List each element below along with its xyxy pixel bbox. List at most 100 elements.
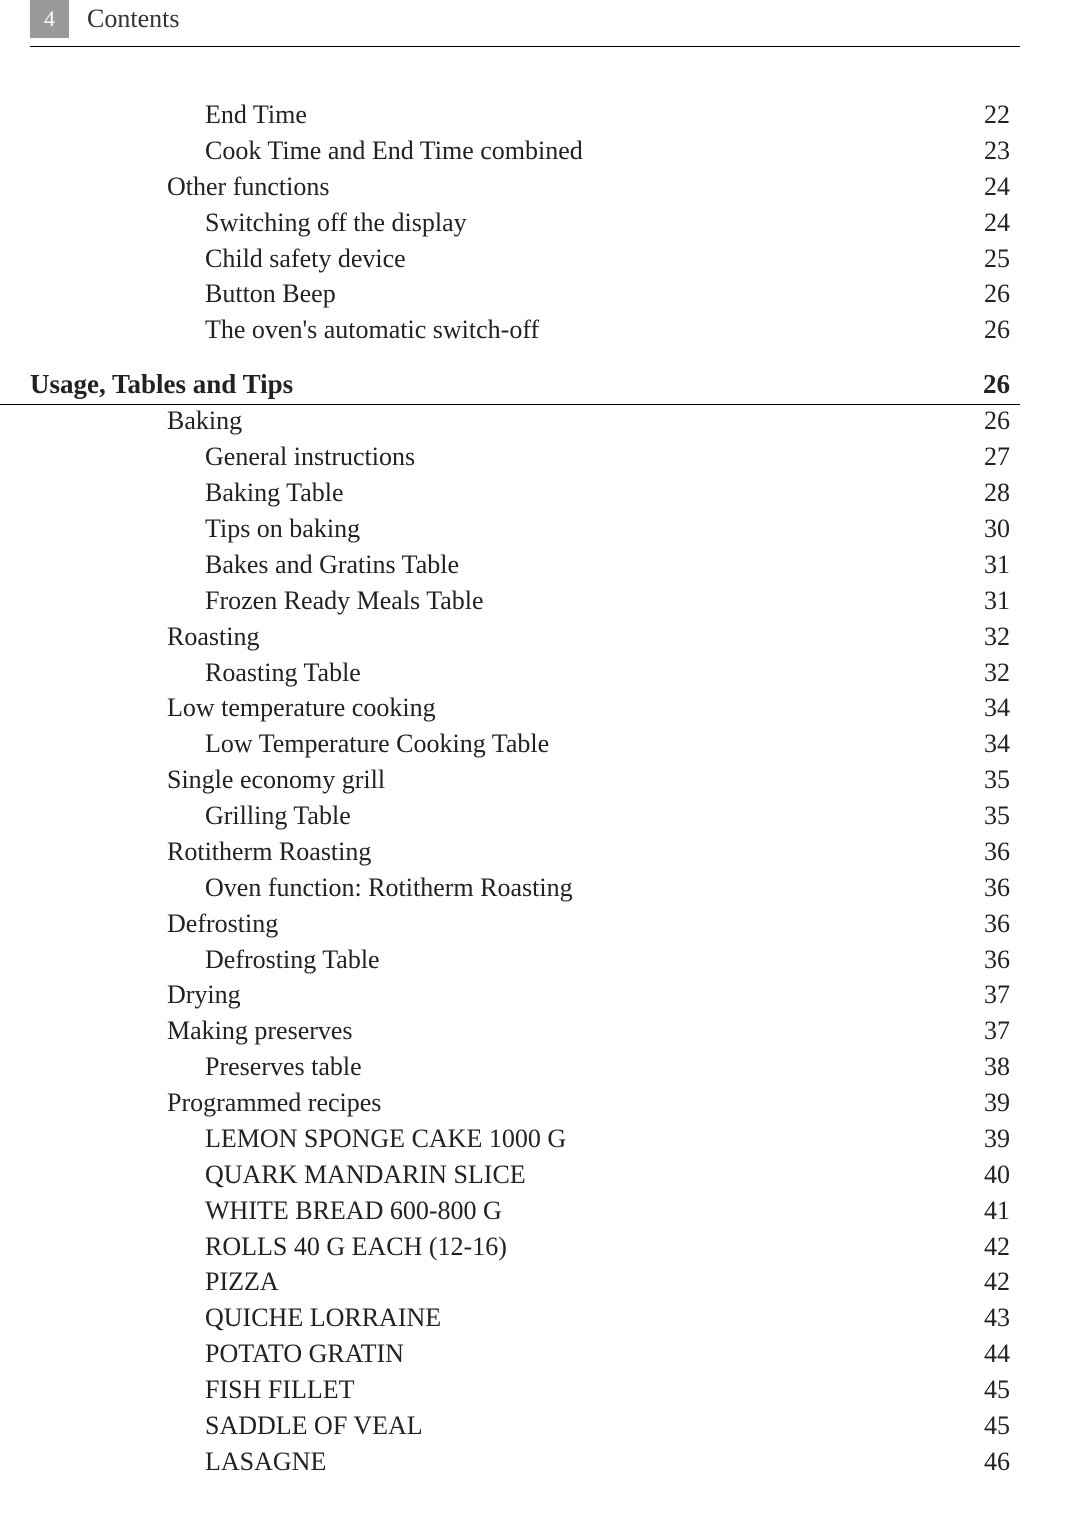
- toc-entry-label: Tips on baking: [205, 511, 970, 547]
- toc-pre-section: End Time22Cook Time and End Time combine…: [95, 97, 1010, 348]
- toc-row: POTATO GRATIN44: [95, 1336, 1010, 1372]
- toc-entry-label: Oven function: Rotitherm Roasting: [205, 870, 970, 906]
- toc-row: QUICHE LORRAINE43: [95, 1300, 1010, 1336]
- toc-entry-page: 42: [970, 1229, 1010, 1265]
- toc-entry-label: WHITE BREAD 600-800 G: [205, 1193, 970, 1229]
- toc-row: Defrosting Table36: [95, 942, 1010, 978]
- toc-entry-page: 34: [970, 726, 1010, 762]
- toc-entry-label: Low Temperature Cooking Table: [205, 726, 970, 762]
- toc-entry-page: 34: [970, 690, 1010, 726]
- toc-entry-page: 42: [970, 1264, 1010, 1300]
- toc-section-label: Usage, Tables and Tips: [30, 366, 970, 403]
- toc-entry-label: Grilling Table: [205, 798, 970, 834]
- toc-entry-label: PIZZA: [205, 1264, 970, 1300]
- toc-entry-label: Frozen Ready Meals Table: [205, 583, 970, 619]
- toc-entry-page: 30: [970, 511, 1010, 547]
- toc-row: Child safety device25: [95, 241, 1010, 277]
- toc-entry-label: Child safety device: [205, 241, 970, 277]
- toc-section-page: 26: [970, 366, 1010, 403]
- toc-row: Cook Time and End Time combined23: [95, 133, 1010, 169]
- toc-row: Low Temperature Cooking Table34: [95, 726, 1010, 762]
- toc-row: The oven's automatic switch-off26: [95, 312, 1010, 348]
- toc-row: ROLLS 40 G EACH (12-16)42: [95, 1229, 1010, 1265]
- page-header: 4 Contents: [0, 0, 1080, 38]
- toc-entry-label: FISH FILLET: [205, 1372, 970, 1408]
- toc-entry-page: 35: [970, 798, 1010, 834]
- toc-entry-label: Switching off the display: [205, 205, 970, 241]
- toc-entry-page: 31: [970, 547, 1010, 583]
- toc-row: Other functions24: [95, 169, 1010, 205]
- toc-entry-label: Preserves table: [205, 1049, 970, 1085]
- toc-row: Roasting32: [95, 619, 1010, 655]
- toc-entry-label: Roasting Table: [205, 655, 970, 691]
- header-section-label: Contents: [87, 4, 179, 34]
- toc-entry-page: 40: [970, 1157, 1010, 1193]
- toc-entry-label: Bakes and Gratins Table: [205, 547, 970, 583]
- toc-entry-label: General instructions: [205, 439, 970, 475]
- toc-entry-page: 36: [970, 942, 1010, 978]
- toc-entry-label: ROLLS 40 G EACH (12-16): [205, 1229, 970, 1265]
- toc-entry-label: QUARK MANDARIN SLICE: [205, 1157, 970, 1193]
- toc-entry-page: 43: [970, 1300, 1010, 1336]
- toc-entry-page: 45: [970, 1408, 1010, 1444]
- toc-row: Low temperature cooking34: [95, 690, 1010, 726]
- toc-entry-label: POTATO GRATIN: [205, 1336, 970, 1372]
- toc-row: Baking Table28: [95, 475, 1010, 511]
- toc-entry-page: 27: [970, 439, 1010, 475]
- toc-row: LASAGNE46: [95, 1444, 1010, 1480]
- toc-row: Defrosting36: [95, 906, 1010, 942]
- toc-row: PIZZA42: [95, 1264, 1010, 1300]
- toc-entry-page: 39: [970, 1121, 1010, 1157]
- toc-entry-page: 39: [970, 1085, 1010, 1121]
- toc-row: Rotitherm Roasting36: [95, 834, 1010, 870]
- toc-row: Drying37: [95, 977, 1010, 1013]
- toc-row: Switching off the display24: [95, 205, 1010, 241]
- toc-entry-label: SADDLE OF VEAL: [205, 1408, 970, 1444]
- toc-entry-label: Single economy grill: [167, 762, 970, 798]
- toc-entry-label: Roasting: [167, 619, 970, 655]
- toc-entry-page: 36: [970, 870, 1010, 906]
- toc-entry-label: Defrosting Table: [205, 942, 970, 978]
- toc-entry-label: LASAGNE: [205, 1444, 970, 1480]
- toc-row: Programmed recipes39: [95, 1085, 1010, 1121]
- toc-entry-page: 28: [970, 475, 1010, 511]
- toc-post-section: Baking26General instructions27Baking Tab…: [95, 403, 1010, 1479]
- toc-entry-page: 26: [970, 276, 1010, 312]
- toc-row: End Time22: [95, 97, 1010, 133]
- toc-entry-page: 26: [970, 312, 1010, 348]
- toc-entry-page: 36: [970, 834, 1010, 870]
- toc-row: Oven function: Rotitherm Roasting36: [95, 870, 1010, 906]
- toc-row: LEMON SPONGE CAKE 1000 G39: [95, 1121, 1010, 1157]
- toc-entry-label: Low temperature cooking: [167, 690, 970, 726]
- toc-entry-page: 24: [970, 169, 1010, 205]
- toc-row: Preserves table38: [95, 1049, 1010, 1085]
- toc-content: End Time22Cook Time and End Time combine…: [0, 97, 1080, 1480]
- toc-entry-page: 32: [970, 655, 1010, 691]
- toc-section-heading: Usage, Tables and Tips 26: [30, 366, 1010, 403]
- toc-entry-page: 45: [970, 1372, 1010, 1408]
- toc-entry-label: LEMON SPONGE CAKE 1000 G: [205, 1121, 970, 1157]
- toc-entry-page: 24: [970, 205, 1010, 241]
- toc-entry-page: 37: [970, 977, 1010, 1013]
- toc-entry-label: Rotitherm Roasting: [167, 834, 970, 870]
- toc-row: SADDLE OF VEAL45: [95, 1408, 1010, 1444]
- toc-row: WHITE BREAD 600-800 G41: [95, 1193, 1010, 1229]
- toc-entry-page: 23: [970, 133, 1010, 169]
- toc-entry-label: Other functions: [167, 169, 970, 205]
- header-divider: [30, 46, 1020, 47]
- toc-entry-label: End Time: [205, 97, 970, 133]
- toc-entry-label: Button Beep: [205, 276, 970, 312]
- toc-entry-page: 22: [970, 97, 1010, 133]
- toc-row: General instructions27: [95, 439, 1010, 475]
- toc-row: Grilling Table35: [95, 798, 1010, 834]
- toc-entry-label: Making preserves: [167, 1013, 970, 1049]
- toc-entry-page: 38: [970, 1049, 1010, 1085]
- page-number-badge: 4: [30, 0, 69, 38]
- toc-row: Bakes and Gratins Table31: [95, 547, 1010, 583]
- toc-entry-label: Baking: [167, 403, 970, 439]
- toc-entry-page: 31: [970, 583, 1010, 619]
- toc-row: Making preserves37: [95, 1013, 1010, 1049]
- toc-entry-page: 44: [970, 1336, 1010, 1372]
- toc-row: Tips on baking30: [95, 511, 1010, 547]
- toc-entry-label: QUICHE LORRAINE: [205, 1300, 970, 1336]
